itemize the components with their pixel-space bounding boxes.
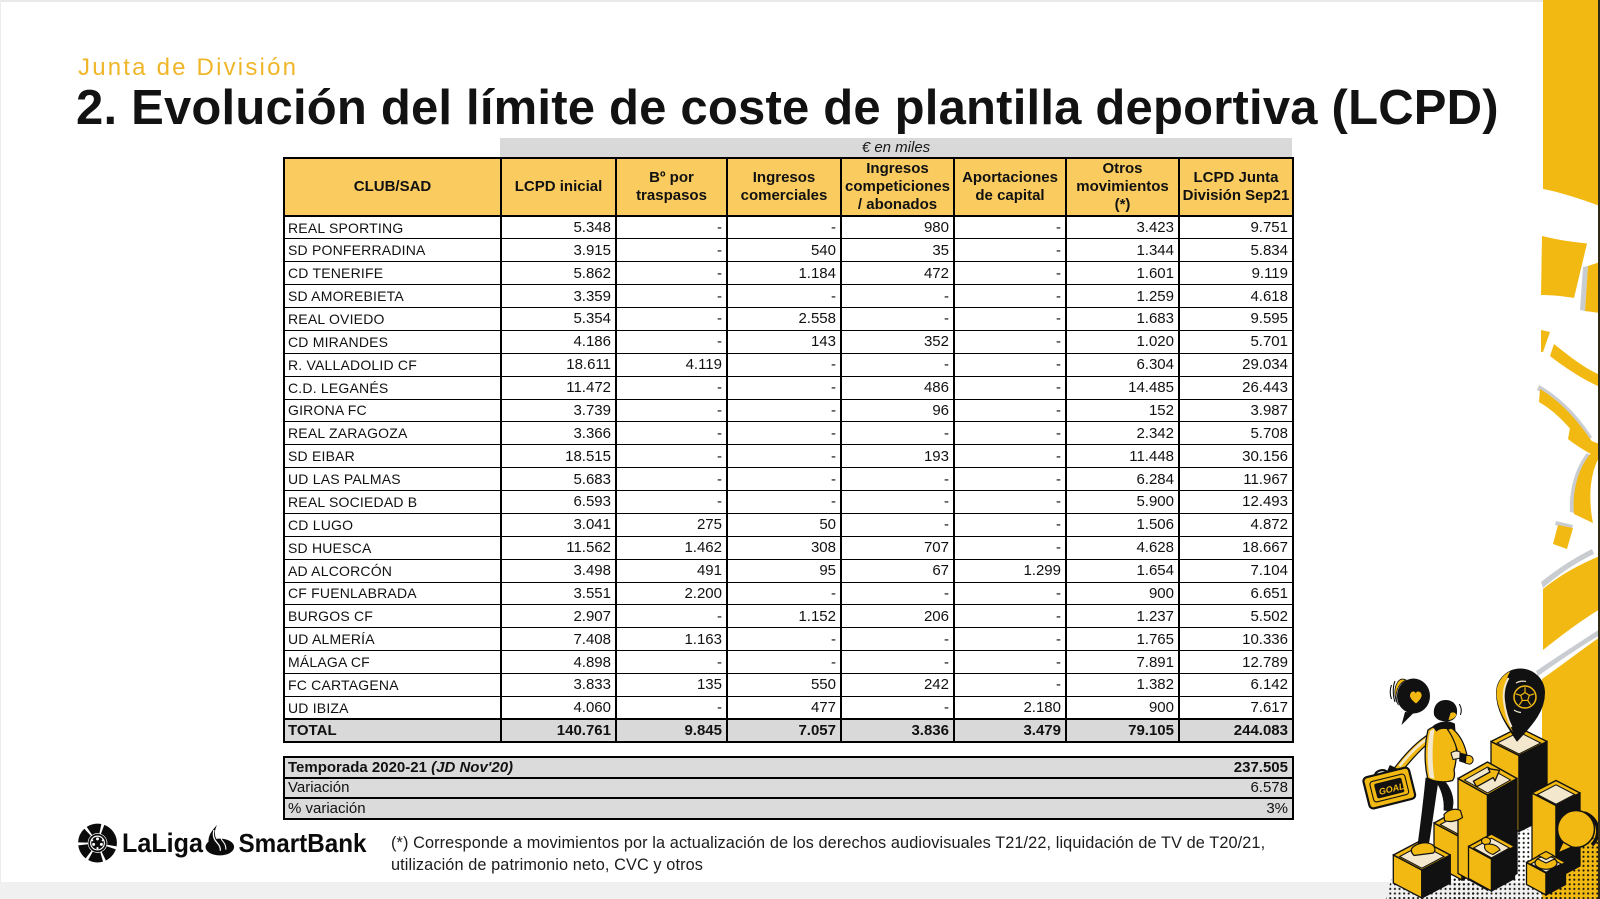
- svg-text:LaLiga: LaLiga: [122, 828, 204, 858]
- svg-text:SmartBank: SmartBank: [239, 828, 367, 858]
